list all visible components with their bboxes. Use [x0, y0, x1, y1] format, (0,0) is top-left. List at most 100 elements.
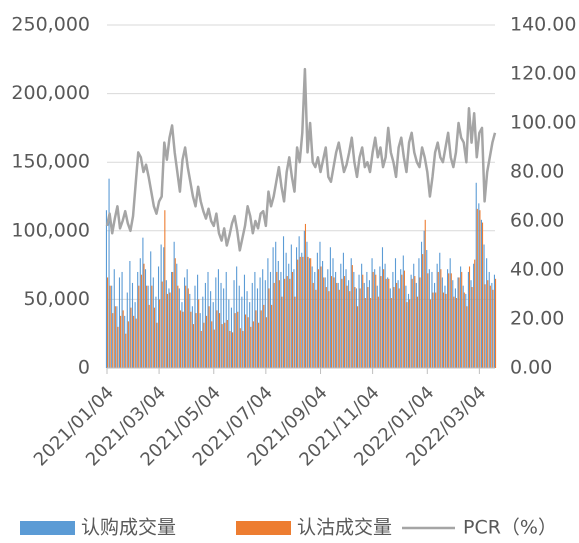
- bar: [213, 329, 215, 368]
- bar: [295, 247, 298, 368]
- bar: [130, 307, 132, 368]
- bar: [143, 263, 145, 368]
- bar: [173, 241, 175, 368]
- bar: [388, 278, 390, 368]
- bar: [401, 274, 403, 368]
- bar: [163, 247, 165, 368]
- bar: [150, 251, 152, 368]
- bar: [216, 310, 218, 368]
- bar: [238, 285, 240, 368]
- bar: [231, 332, 234, 368]
- bar: [302, 256, 304, 368]
- bar: [453, 296, 455, 368]
- bar: [381, 247, 384, 368]
- bar: [224, 322, 226, 368]
- bar: [124, 315, 126, 368]
- bar: [338, 289, 340, 368]
- bar: [230, 307, 232, 368]
- bar: [436, 263, 438, 368]
- bar: [460, 266, 462, 368]
- bar: [275, 241, 277, 368]
- bar: [191, 306, 193, 368]
- legend-label: PCR（%）: [463, 517, 557, 539]
- bar: [416, 296, 418, 368]
- bar: [398, 288, 400, 368]
- bar: [450, 273, 452, 368]
- bar: [177, 285, 179, 368]
- bar: [449, 258, 451, 368]
- bar: [190, 311, 192, 368]
- bar: [359, 288, 361, 368]
- bar: [309, 258, 311, 368]
- bar: [268, 288, 270, 368]
- bar: [285, 252, 287, 368]
- bar: [127, 321, 129, 368]
- bar: [333, 277, 335, 368]
- bar: [133, 315, 135, 368]
- bar: [208, 306, 210, 368]
- bar: [397, 280, 399, 368]
- bar: [423, 230, 425, 368]
- bar: [463, 292, 465, 368]
- bar: [164, 210, 166, 368]
- bar: [304, 223, 307, 368]
- bar: [323, 277, 325, 368]
- bar: [356, 306, 359, 368]
- bar: [479, 210, 481, 368]
- bar: [432, 292, 434, 368]
- bar: [351, 265, 353, 368]
- bar: [245, 314, 247, 368]
- bar: [126, 292, 128, 368]
- bar: [403, 270, 405, 368]
- bar: [311, 266, 313, 368]
- bar: [452, 280, 454, 368]
- bar: [184, 277, 186, 368]
- bar: [343, 276, 346, 368]
- bar: [297, 259, 299, 368]
- bar: [337, 282, 339, 368]
- bar: [447, 269, 449, 368]
- bar: [278, 280, 280, 368]
- bar: [113, 269, 115, 368]
- legend-swatch: [20, 521, 75, 535]
- bar: [427, 273, 429, 368]
- bar: [349, 291, 351, 368]
- bar: [493, 274, 495, 368]
- bar: [276, 271, 278, 368]
- bar: [379, 266, 381, 368]
- bar: [120, 315, 122, 368]
- bar: [114, 306, 116, 368]
- bar: [442, 292, 445, 368]
- bar: [171, 271, 173, 368]
- bar: [448, 273, 450, 368]
- bar: [411, 278, 413, 368]
- bar: [112, 313, 114, 368]
- y-tick-label: 150,000: [11, 151, 90, 173]
- bar: [429, 299, 431, 368]
- bar: [152, 277, 154, 368]
- bar: [480, 219, 482, 368]
- bar: [207, 271, 209, 368]
- bar: [147, 285, 149, 368]
- bar: [375, 274, 377, 368]
- bar: [269, 271, 272, 368]
- bar: [307, 256, 309, 368]
- y2-tick-label: 120.00: [510, 63, 576, 85]
- y2-tick-label: 140.00: [510, 14, 576, 36]
- bar: [335, 271, 337, 368]
- bar: [467, 271, 469, 368]
- bar: [251, 282, 253, 368]
- bar: [140, 274, 142, 368]
- bar: [204, 282, 206, 368]
- bar: [200, 330, 202, 368]
- bar: [118, 277, 121, 368]
- y2-tick-label: 20.00: [510, 308, 564, 330]
- bar: [314, 271, 316, 368]
- bar: [298, 236, 300, 368]
- bar: [371, 258, 373, 368]
- bar: [345, 269, 347, 368]
- y2-tick-label: 60.00: [510, 210, 564, 232]
- bar: [228, 299, 230, 368]
- bar: [157, 266, 160, 368]
